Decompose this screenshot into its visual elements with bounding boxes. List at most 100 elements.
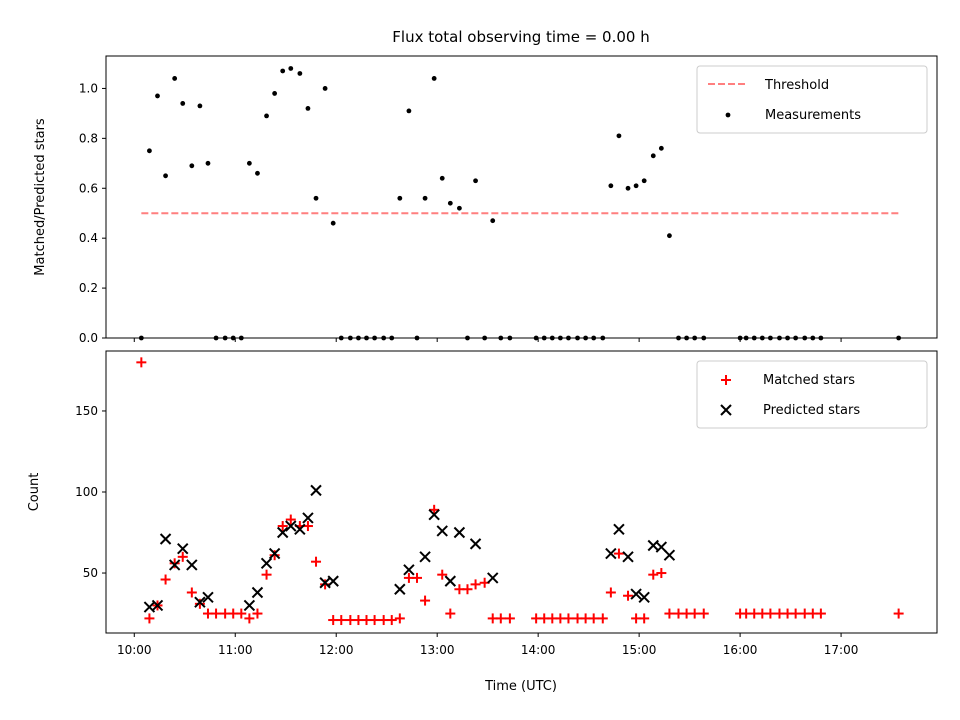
measurement-point — [457, 205, 462, 211]
matched-star-point — [369, 615, 380, 626]
bottom-legend-box — [696, 360, 928, 429]
matched-star-point — [136, 357, 147, 368]
matched-star-point — [504, 613, 515, 624]
matched-star-point — [420, 595, 431, 606]
top-y-tick-label: 0.8 — [79, 131, 98, 145]
predicted-star-point — [151, 599, 164, 612]
x-tick-label: 17:00 — [824, 643, 859, 657]
legend-predicted-label: Predicted stars — [763, 403, 860, 418]
measurement-point — [180, 101, 186, 106]
matched-star-point — [689, 608, 700, 619]
legend-predicted-marker — [720, 404, 732, 416]
top-legend: Threshold Measurements — [696, 65, 928, 134]
top-y-ticks: 0.0 0.2 0.4 0.6 0.8 1.0 — [79, 81, 106, 345]
matched-star-point — [211, 608, 222, 619]
predicted-star-point — [487, 572, 499, 584]
measurement-point — [330, 220, 336, 226]
measurement-point — [197, 103, 203, 109]
chart-title: Flux total observing time = 0.00 h — [392, 28, 649, 46]
measurement-point — [625, 185, 631, 191]
legend-measurements-marker — [725, 112, 731, 118]
predicted-star-point — [394, 583, 406, 595]
matched-star-point — [470, 579, 481, 590]
top-y-axis-label: Matched/Predicted stars — [33, 118, 48, 276]
predicted-star-point — [159, 533, 172, 545]
measurement-point — [473, 178, 478, 184]
measurement-point — [397, 195, 403, 201]
predicted-star-point — [310, 484, 322, 497]
measurement-point — [633, 183, 639, 189]
bottom-y-axis-label: Count — [27, 473, 42, 512]
matched-star-point — [285, 514, 296, 525]
x-tick-label: 10:00 — [117, 643, 152, 657]
x-tick-label: 11:00 — [218, 643, 253, 657]
x-tick-label: 16:00 — [723, 643, 758, 657]
predicted-star-point — [268, 547, 281, 560]
measurement-point — [313, 195, 319, 201]
predicted-star-point — [302, 512, 314, 524]
measurement-point — [189, 163, 195, 169]
predicted-star-point — [444, 575, 457, 587]
measurement-point — [205, 160, 211, 166]
measurement-point — [246, 160, 252, 166]
matched-star-point — [445, 608, 456, 619]
top-y-tick-label: 0.0 — [79, 331, 98, 345]
bottom-plot-area — [136, 357, 904, 626]
matched-star-point — [664, 608, 675, 619]
matched-star-point — [386, 615, 397, 626]
predicted-star-point — [168, 559, 181, 571]
matched-star-point — [236, 608, 247, 619]
predicted-star-point — [403, 564, 415, 576]
x-axis-label: Time (UTC) — [484, 679, 557, 694]
matched-star-point — [563, 613, 574, 624]
measurement-point — [641, 178, 647, 184]
measurement-point — [667, 233, 672, 239]
bottom-y-tick-label: 150 — [75, 404, 98, 418]
predicted-star-point — [605, 547, 617, 560]
panel-ratio: Matched/Predicted stars 0.0 0.2 0.4 0.6 0.8 1… — [33, 55, 938, 345]
measurement-point — [447, 200, 453, 206]
legend-threshold-label: Threshold — [764, 78, 829, 93]
legend-measurements-label: Measurements — [765, 108, 861, 123]
x-tick-label: 13:00 — [420, 643, 455, 657]
matched-star-point — [411, 572, 422, 583]
measurement-point — [297, 71, 303, 76]
matched-star-point — [765, 608, 776, 619]
bottom-axes-frame — [105, 350, 938, 634]
matched-star-point — [252, 608, 263, 619]
matched-star-point — [698, 608, 709, 619]
matched-star-point — [495, 613, 506, 624]
top-legend-box — [696, 65, 928, 134]
measurement-point — [431, 76, 437, 81]
measurement-point — [650, 153, 656, 159]
predicted-star-point — [186, 559, 198, 571]
measurement-point — [305, 106, 311, 111]
measurement-point — [272, 91, 278, 96]
predicted-star-point — [613, 523, 625, 535]
matched-star-point — [815, 608, 826, 619]
matched-star-point — [269, 550, 280, 561]
top-axes-frame — [105, 55, 938, 339]
matched-star-point — [169, 558, 180, 569]
matched-star-point — [394, 613, 405, 624]
measurement-point — [147, 148, 152, 154]
measurement-point — [406, 108, 412, 114]
matched-star-point — [639, 613, 650, 624]
matched-star-point — [336, 615, 347, 626]
measurement-point — [280, 68, 286, 74]
predicted-star-point — [436, 525, 448, 537]
measurement-point — [172, 76, 178, 81]
measurement-point — [264, 113, 269, 119]
bottom-x-ticks: 10:00 11:00 12:00 13:00 14:00 15:00 16:00 17:00 — [117, 633, 858, 657]
predicted-star-point — [469, 538, 482, 550]
predicted-star-point — [260, 557, 273, 570]
matched-star-point — [613, 548, 624, 559]
predicted-star-point — [177, 543, 189, 555]
measurement-point — [288, 66, 294, 71]
x-tick-label: 15:00 — [622, 643, 657, 657]
matched-star-point — [437, 569, 448, 580]
matched-star-point — [429, 504, 440, 515]
bottom-y-tick-label: 50 — [83, 566, 98, 580]
predicted-star-point — [194, 596, 206, 608]
